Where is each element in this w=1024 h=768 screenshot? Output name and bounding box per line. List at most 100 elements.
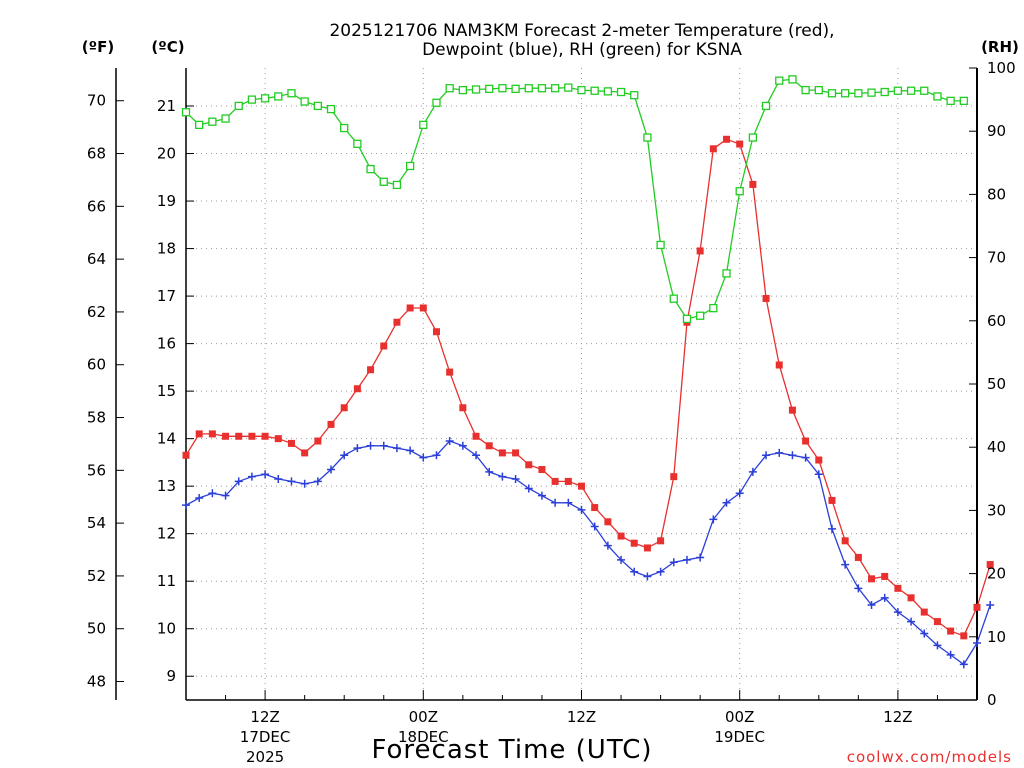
x-axis-label: Forecast Time (UTC)	[371, 735, 652, 765]
temperature-point-21	[459, 404, 467, 412]
temperature-point-56	[920, 608, 928, 616]
temperature-point-3	[222, 432, 230, 440]
dewpoint-point-60	[973, 638, 981, 647]
rh-point-33	[616, 87, 626, 97]
fahrenheit-tick-label-48: 48	[87, 673, 106, 691]
rh-point-20	[445, 84, 454, 93]
rh-point-38	[682, 314, 692, 324]
temperature-point-8	[287, 439, 295, 447]
dewpoint-point-50	[841, 560, 850, 569]
dewpoint-point-13	[353, 444, 362, 453]
dewpoint-point-43	[748, 467, 757, 476]
temperature-point-0	[182, 451, 190, 459]
rh-point-46	[788, 75, 797, 84]
celsius-tick-label-9: 9	[166, 667, 176, 685]
temperature-point-33	[617, 532, 625, 540]
dewpoint-point-5	[247, 472, 256, 481]
dewpoint-point-46	[788, 451, 797, 460]
dewpoint-point-1	[195, 494, 204, 503]
rh-point-40	[709, 304, 718, 313]
temperature-point-37	[670, 473, 678, 481]
temperature-point-4	[235, 432, 243, 440]
temperature-point-22	[472, 432, 480, 440]
temperature-point-46	[788, 406, 796, 414]
temperature-point-49	[828, 496, 836, 504]
dewpoint-point-52	[867, 600, 876, 609]
temperature-point-18	[419, 304, 427, 312]
fahrenheit-tick-label-62: 62	[87, 303, 106, 321]
temperature-point-5	[248, 432, 256, 440]
rh-point-18	[419, 120, 428, 130]
dewpoint-point-7	[274, 475, 283, 484]
chart-title-line2: Dewpoint (blue), RH (green) for KSNA	[422, 40, 742, 60]
celsius-tick-label-15: 15	[157, 382, 176, 400]
temperature-point-29	[564, 477, 572, 485]
temperature-point-57	[933, 618, 941, 626]
rh-point-39	[696, 311, 705, 320]
rh-unit-label: (RH)	[981, 38, 1019, 56]
dewpoint-point-31	[590, 522, 599, 531]
rh-point-56	[920, 86, 929, 95]
rh-tick-label-50: 50	[987, 375, 1006, 393]
dewpoint-point-4	[234, 477, 243, 486]
fahrenheit-tick-label-68: 68	[87, 145, 106, 163]
fahrenheit-tick-label-52: 52	[87, 567, 106, 585]
dewpoint-point-17	[406, 446, 415, 455]
rh-point-21	[458, 85, 468, 95]
rh-point-27	[537, 84, 547, 93]
dewpoint-point-57	[933, 641, 942, 650]
rh-line	[185, 78, 964, 320]
rh-tick-label-70: 70	[987, 249, 1006, 267]
temperature-point-30	[578, 482, 585, 490]
dewpoint-point-44	[762, 451, 771, 460]
x-tick-date-24: 18DEC	[398, 728, 449, 746]
rh-point-23	[485, 84, 494, 94]
rh-point-44	[761, 101, 771, 111]
rh-point-37	[669, 294, 678, 303]
temperature-point-25	[512, 449, 520, 457]
dewpoint-point-28	[551, 498, 560, 507]
temperature-point-35	[643, 544, 651, 552]
rh-point-43	[748, 133, 758, 142]
rh-point-8	[287, 89, 296, 98]
rh-point-35	[643, 133, 652, 142]
dewpoint-point-25	[511, 475, 520, 484]
rh-tick-label-60: 60	[987, 312, 1006, 330]
fahrenheit-tick-label-60: 60	[87, 356, 106, 374]
dewpoint-point-27	[537, 491, 546, 500]
rh-tick-label-10: 10	[987, 628, 1006, 646]
celsius-tick-label-11: 11	[157, 572, 176, 590]
dewpoint-point-38	[682, 555, 691, 564]
dewpoint-point-54	[893, 608, 902, 617]
rh-point-34	[630, 91, 639, 100]
temperature-point-42	[736, 140, 744, 148]
rh-point-42	[735, 187, 744, 196]
celsius-tick-label-13: 13	[157, 477, 176, 495]
rh-tick-label-100: 100	[987, 59, 1016, 77]
rh-point-28	[550, 84, 560, 93]
celsius-tick-label-12: 12	[157, 525, 176, 543]
dewpoint-point-49	[827, 524, 836, 533]
temperature-point-36	[657, 537, 665, 545]
dewpoint-point-34	[630, 567, 639, 576]
dewpoint-point-8	[287, 477, 296, 486]
dewpoint-point-11	[327, 465, 336, 474]
rh-point-1	[195, 120, 204, 130]
rh-point-57	[933, 92, 942, 101]
dewpoint-point-45	[775, 448, 784, 457]
rh-point-14	[366, 164, 375, 174]
celsius-tick-label-14: 14	[157, 430, 176, 448]
temperature-point-53	[881, 572, 889, 580]
temperature-point-40	[709, 145, 717, 153]
dewpoint-point-29	[564, 498, 573, 507]
x-tick-label-24: 00Z	[409, 708, 438, 726]
axes	[115, 67, 978, 701]
temperature-point-23	[485, 442, 493, 450]
rh-point-12	[340, 123, 349, 133]
credit-label: coolwx.com/models	[847, 748, 1012, 766]
temperature-point-44	[762, 294, 770, 302]
temperature-point-50	[841, 537, 849, 545]
dewpoint-point-21	[458, 441, 467, 450]
rh-point-6	[260, 94, 270, 103]
